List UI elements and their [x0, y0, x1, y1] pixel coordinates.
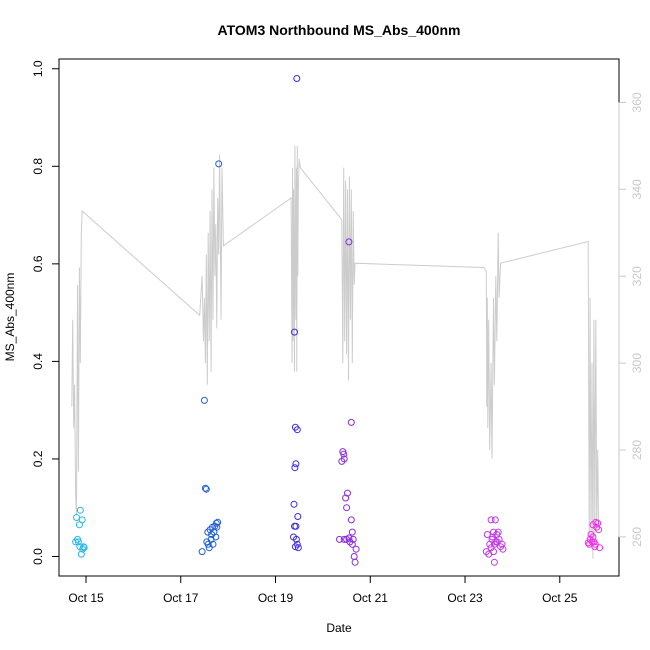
y-tick-label: 0.4	[31, 353, 45, 370]
right-tick-label: 300	[630, 353, 644, 373]
data-point	[336, 535, 343, 543]
data-point	[200, 396, 208, 404]
data-point	[487, 516, 495, 524]
data-point	[78, 516, 86, 524]
data-point	[340, 455, 348, 463]
right-tick-label: 360	[630, 92, 644, 112]
x-axis: Oct 15 Oct 17 Oct 19 Oct 21 Oct 23 Oct 25	[68, 575, 578, 605]
y-tick-label: 0.6	[31, 255, 45, 272]
y-tick-label: 1.0	[31, 60, 45, 77]
data-point	[201, 484, 209, 492]
chart-title: ATOM3 Northbound MS_Abs_400nm	[218, 22, 461, 38]
data-point	[294, 513, 302, 520]
x-tick-label: Oct 15	[68, 591, 104, 605]
data-point	[350, 553, 358, 560]
data-point	[340, 450, 348, 458]
data-point	[591, 540, 599, 548]
data-point	[76, 506, 84, 514]
data-point	[73, 514, 80, 521]
data-point	[214, 518, 222, 526]
data-point	[291, 328, 298, 336]
data-point	[347, 516, 355, 524]
data-point	[212, 533, 220, 541]
data-point	[499, 545, 507, 553]
data-point	[349, 535, 357, 543]
data-point	[202, 485, 210, 493]
y-tick-label: 0.8	[31, 158, 45, 175]
x-tick-label: Oct 17	[163, 591, 199, 605]
right-tick-label: 340	[630, 179, 644, 199]
right-tick-label: 280	[630, 440, 644, 460]
data-point	[342, 494, 350, 502]
data-point	[345, 534, 353, 542]
y-axis-label: MS_Abs_400nm	[3, 273, 17, 362]
right-tick-label: 260	[630, 527, 644, 547]
series-line	[71, 145, 600, 559]
data-point	[205, 544, 213, 552]
point-series	[72, 75, 604, 566]
data-point	[292, 522, 300, 530]
data-point	[491, 516, 499, 524]
data-point	[596, 544, 604, 552]
data-point	[290, 500, 298, 508]
data-point	[345, 238, 353, 246]
y-axis: 0.0 0.2 0.4 0.6 0.8 1.0	[31, 60, 60, 565]
data-point	[589, 533, 597, 541]
data-point	[215, 160, 223, 168]
data-point	[293, 75, 301, 82]
data-point	[291, 543, 299, 551]
data-point	[347, 418, 355, 426]
data-point	[352, 545, 360, 553]
data-point	[293, 426, 301, 434]
data-point	[351, 558, 359, 566]
data-point	[489, 533, 496, 541]
x-axis-label: Date	[326, 621, 352, 635]
data-point	[291, 464, 299, 472]
data-point	[74, 538, 82, 546]
data-point	[198, 548, 206, 556]
data-point	[494, 528, 502, 536]
data-point	[340, 535, 348, 543]
data-point	[493, 538, 501, 546]
data-point	[595, 526, 603, 534]
y-tick-label: 0.2	[31, 450, 45, 467]
data-point	[292, 535, 300, 543]
data-point	[80, 544, 88, 552]
data-point	[209, 540, 217, 548]
plot-frame	[58, 58, 620, 577]
x-tick-label: Oct 23	[447, 591, 483, 605]
data-point	[348, 528, 356, 536]
data-point	[212, 519, 220, 527]
data-point	[292, 460, 300, 468]
y-tick-label: 0.0	[31, 548, 45, 565]
right-axis-series	[71, 145, 600, 559]
data-point	[294, 544, 302, 552]
data-point	[490, 558, 498, 566]
data-point	[213, 523, 221, 531]
data-point	[487, 544, 495, 552]
data-point	[343, 504, 351, 512]
data-point	[348, 540, 356, 548]
data-point	[594, 519, 602, 527]
right-y-axis: 260 280 300 320 340 360	[618, 92, 644, 547]
x-tick-label: Oct 19	[258, 591, 294, 605]
x-tick-label: Oct 21	[353, 591, 389, 605]
right-tick-label: 320	[630, 266, 644, 286]
data-point	[77, 550, 85, 558]
x-tick-label: Oct 25	[542, 591, 578, 605]
